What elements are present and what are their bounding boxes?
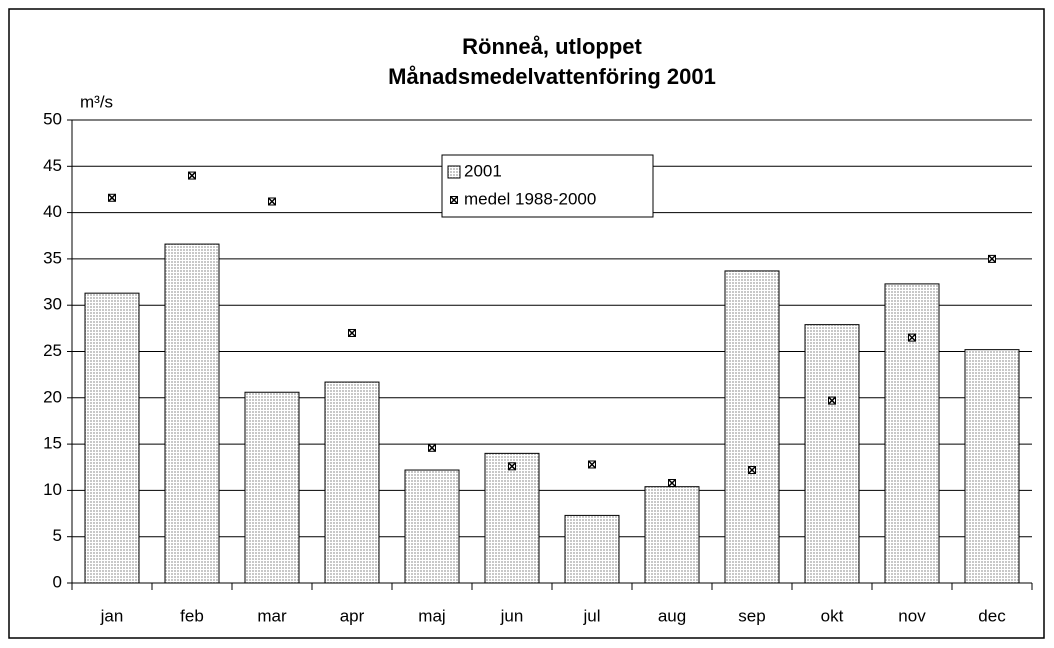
marker-cross [427, 443, 437, 452]
marker [187, 171, 197, 180]
legend-label: 2001 [464, 161, 502, 180]
marker [507, 462, 517, 471]
y-tick-label: 25 [43, 341, 62, 360]
marker [667, 478, 677, 488]
y-tick-label: 15 [43, 434, 62, 453]
bar [564, 514, 620, 584]
chart-subtitle: Månadsmedelvattenföring 2001 [388, 64, 716, 89]
bar [804, 324, 860, 584]
marker-cross [987, 254, 997, 263]
x-tick-label: jan [100, 606, 124, 625]
x-tick-label: nov [898, 606, 926, 625]
y-tick-label: 10 [43, 480, 62, 499]
bar [84, 292, 140, 584]
bar [484, 452, 540, 584]
marker-cross [587, 460, 597, 469]
marker-cross [667, 478, 677, 488]
marker [107, 193, 117, 202]
y-tick-label: 45 [43, 156, 62, 175]
bar [644, 486, 700, 584]
bar [324, 381, 380, 584]
bar [244, 391, 300, 584]
chart-title: Rönneå, utloppet [462, 34, 642, 59]
bar [724, 270, 780, 584]
marker-cross [347, 328, 357, 338]
y-tick-label: 30 [43, 295, 62, 314]
marker-cross [907, 333, 917, 342]
marker-cross [187, 171, 197, 180]
marker [427, 443, 437, 452]
marker-cross [747, 465, 757, 475]
x-tick-label: jul [582, 606, 600, 625]
y-tick-label: 50 [43, 109, 62, 128]
bar [964, 349, 1020, 584]
marker [987, 254, 997, 263]
bar [884, 283, 940, 584]
marker [827, 396, 837, 405]
legend-marker [449, 195, 459, 205]
x-tick-label: sep [738, 606, 765, 625]
marker-cross [267, 197, 277, 206]
legend-box [441, 154, 654, 218]
y-tick-label: 20 [43, 387, 62, 406]
marker-cross [107, 193, 117, 202]
bar [404, 469, 460, 584]
legend-swatch [447, 165, 461, 179]
x-tick-label: aug [658, 606, 686, 625]
marker [747, 465, 757, 475]
y-tick-label: 40 [43, 202, 62, 221]
x-tick-label: maj [418, 606, 445, 625]
marker [907, 333, 917, 342]
y-tick-label: 35 [43, 248, 62, 267]
marker-cross [507, 462, 517, 471]
y-tick-label: 5 [53, 526, 62, 545]
bar [164, 243, 220, 584]
legend-label: medel 1988-2000 [464, 189, 596, 208]
x-tick-label: apr [340, 606, 365, 625]
x-tick-label: mar [257, 606, 287, 625]
x-tick-label: feb [180, 606, 204, 625]
x-tick-label: jun [500, 606, 524, 625]
x-tick-label: dec [978, 606, 1006, 625]
marker-cross [449, 195, 459, 205]
marker [347, 328, 357, 338]
x-tick-label: okt [821, 606, 844, 625]
marker-cross [827, 396, 837, 405]
marker [587, 460, 597, 469]
marker [267, 197, 277, 206]
y-tick-label: 0 [53, 572, 62, 591]
y-axis-label: m³/s [80, 92, 113, 111]
